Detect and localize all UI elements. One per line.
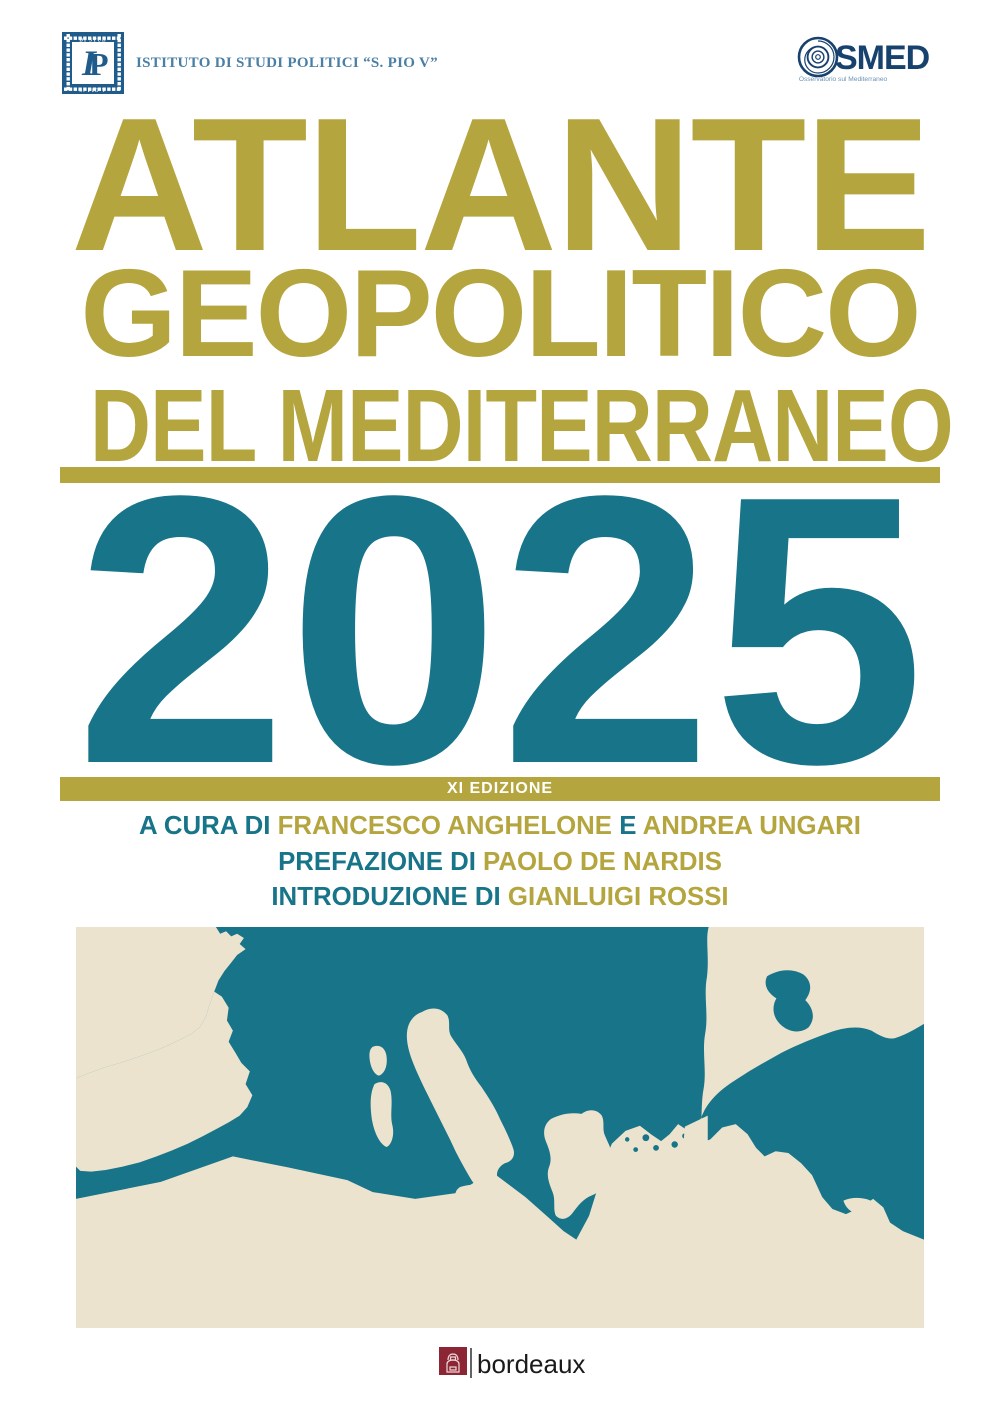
svg-text:SMED: SMED (835, 39, 930, 77)
svg-text:bordeaux: bordeaux (477, 1349, 585, 1379)
svg-text:P: P (89, 46, 109, 82)
